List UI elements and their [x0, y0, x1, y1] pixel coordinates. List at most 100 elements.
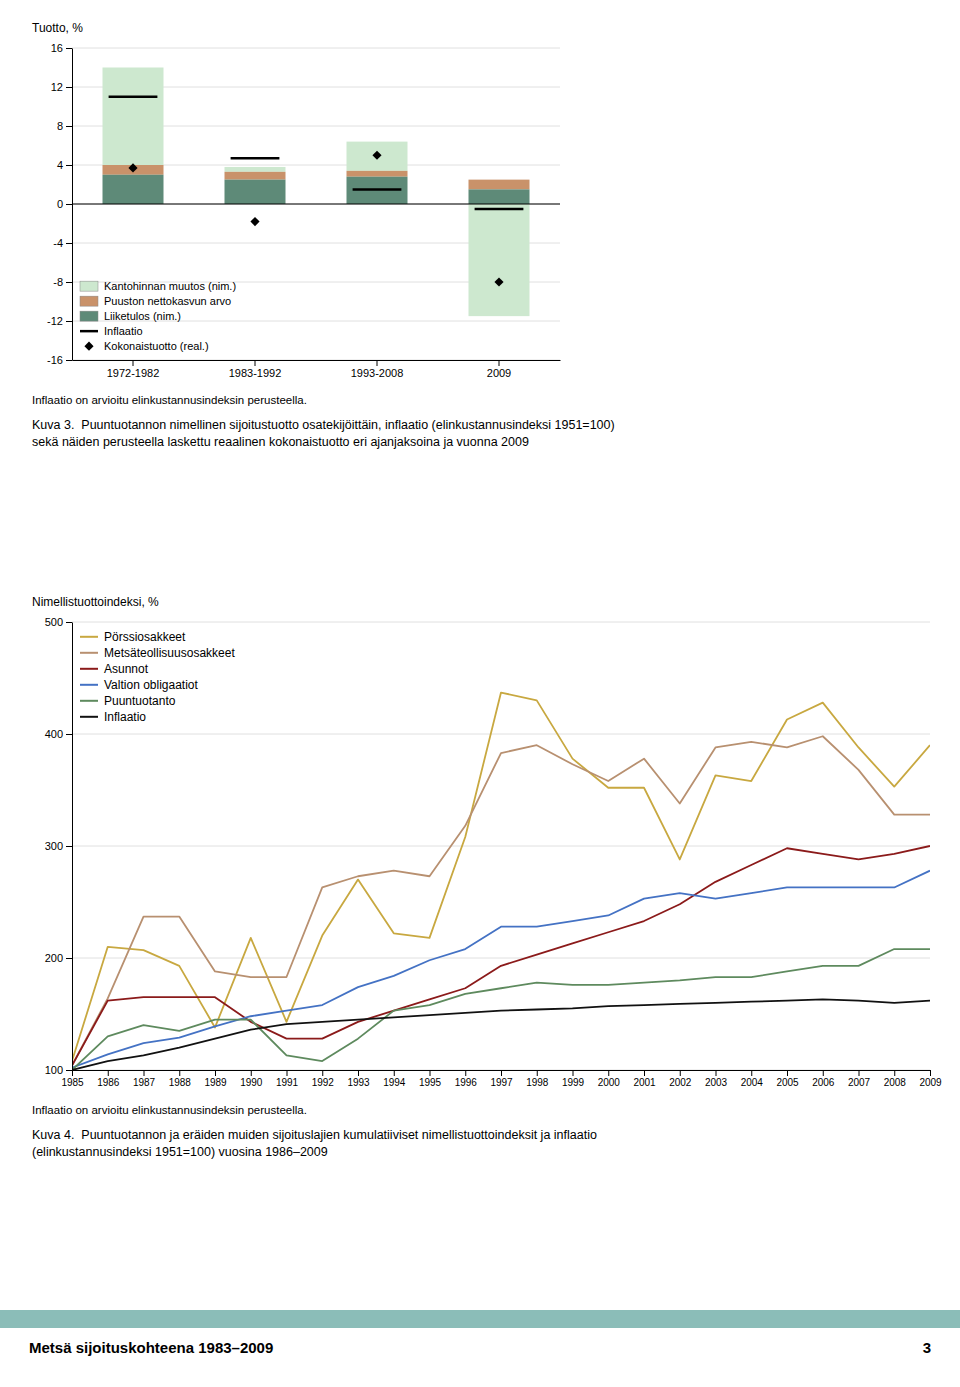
- tick: -4: [53, 237, 72, 249]
- tick: -16: [47, 354, 72, 366]
- bar: [225, 167, 286, 172]
- tick-label: 1990: [240, 1077, 263, 1088]
- tick: -12: [47, 315, 72, 327]
- tick: 1991: [276, 1070, 299, 1088]
- tick-label: 2009: [487, 367, 511, 379]
- tick: 1997: [490, 1070, 513, 1088]
- caption: (elinkustannusindeksi 1951=100) vuosina …: [32, 1145, 328, 1159]
- legend-item: Liiketulos (nim.): [80, 310, 181, 322]
- bar: [347, 177, 408, 204]
- tick-mark: [465, 1070, 466, 1076]
- legend-swatch: [80, 311, 98, 321]
- tick-label: -8: [53, 276, 63, 288]
- tick: 1989: [204, 1070, 227, 1088]
- tick: 1986: [97, 1070, 120, 1088]
- tick-label: 1989: [204, 1077, 227, 1088]
- chart: -16-12-8-404812161972-19821983-19921993-…: [32, 21, 561, 379]
- legend-item: Kantohinnan muutos (nim.): [80, 280, 236, 292]
- x-axis: 1972-19821983-19921993-20082009: [73, 360, 561, 379]
- bar: [469, 180, 530, 190]
- tick-label: 200: [45, 952, 63, 964]
- tick-label: 2007: [848, 1077, 871, 1088]
- tick: 16: [51, 42, 72, 54]
- tick-mark: [66, 1070, 72, 1071]
- grid-line: [72, 48, 560, 49]
- legend-swatch: [80, 296, 98, 306]
- tick: 2005: [776, 1070, 799, 1088]
- tick-label: 2000: [598, 1077, 621, 1088]
- legend-swatch: [80, 684, 98, 686]
- legend-item: Puuston nettokasvun arvo: [80, 295, 231, 307]
- legend-item: Puuntuotanto: [80, 694, 176, 708]
- tick-label: 1998: [526, 1077, 549, 1088]
- tick-label: 2004: [741, 1077, 764, 1088]
- legend-swatch: [80, 668, 98, 670]
- tick-mark: [72, 1070, 73, 1076]
- tick-mark: [179, 1070, 180, 1076]
- legend-swatch: [80, 636, 98, 638]
- footer-text: Metsä sijoituskohteena 1983–2009: [29, 1339, 273, 1356]
- marker-diamond: [250, 217, 259, 226]
- legend-swatch: [80, 716, 98, 718]
- tick-mark: [215, 1070, 216, 1076]
- legend-label: Inflaatio: [104, 325, 143, 337]
- tick-mark: [66, 243, 72, 244]
- grid-line: [72, 622, 930, 623]
- y-axis-title: Nimellistuottoindeksi, %: [32, 595, 159, 609]
- tick-mark: [499, 360, 500, 366]
- note: Inflaatio on arvioitu elinkustannusindek…: [32, 1104, 307, 1116]
- tick-mark: [251, 1070, 252, 1076]
- marker-dash: [353, 188, 402, 191]
- tick-mark: [133, 360, 134, 366]
- tick-label: 2003: [705, 1077, 728, 1088]
- tick-label: 12: [51, 81, 63, 93]
- legend-item: Inflaatio: [80, 710, 146, 724]
- tick-mark: [501, 1070, 502, 1076]
- tick: 1993-2008: [351, 360, 404, 379]
- legend-swatch: [84, 342, 93, 351]
- footer-bar: [0, 1310, 960, 1328]
- y-axis: -16-12-8-40481216: [47, 42, 72, 366]
- marker-diamond: [494, 277, 503, 286]
- tick-label: 1983-1992: [229, 367, 282, 379]
- tick: 1992: [312, 1070, 335, 1088]
- tick-label: 2006: [812, 1077, 835, 1088]
- tick-mark: [644, 1070, 645, 1076]
- tick: 1998: [526, 1070, 549, 1088]
- tick-mark: [894, 1070, 895, 1076]
- tick: 2006: [812, 1070, 835, 1088]
- tick: 2009: [919, 1070, 942, 1088]
- tick: 2002: [669, 1070, 692, 1088]
- tick: 8: [57, 120, 72, 132]
- bar: [103, 68, 164, 166]
- tick-label: 1991: [276, 1077, 299, 1088]
- tick: 500: [45, 616, 72, 628]
- tick-label: 2009: [919, 1077, 942, 1088]
- legend-label: Kokonaistuotto (real.): [104, 340, 209, 352]
- tick-mark: [66, 165, 72, 166]
- tick-label: -12: [47, 315, 63, 327]
- tick: 1993: [347, 1070, 370, 1088]
- page: -16-12-8-404812161972-19821983-19921993-…: [0, 0, 960, 1387]
- tick-mark: [287, 1070, 288, 1076]
- tick: 0: [57, 198, 72, 210]
- tick-label: 0: [57, 198, 63, 210]
- tick-label: 1985: [61, 1077, 84, 1088]
- tick-mark: [680, 1070, 681, 1076]
- legend: Kantohinnan muutos (nim.) Puuston nettoka…: [80, 280, 236, 352]
- tick-label: 300: [45, 840, 63, 852]
- grid: [72, 622, 930, 1070]
- legend-label: Puuntuotanto: [104, 694, 176, 708]
- legend-item: Valtion obligaatiot: [80, 678, 199, 692]
- tick: 2003: [705, 1070, 728, 1088]
- tick-mark: [823, 1070, 824, 1076]
- legend-swatch: [80, 700, 98, 702]
- tick-mark: [66, 622, 72, 623]
- tick-mark: [930, 1070, 931, 1076]
- marker-dash: [231, 157, 280, 160]
- legend-item: Asunnot: [80, 662, 149, 676]
- tick-mark: [66, 126, 72, 127]
- bar: [469, 204, 530, 316]
- tick-mark: [751, 1070, 752, 1076]
- tick-label: 2005: [776, 1077, 799, 1088]
